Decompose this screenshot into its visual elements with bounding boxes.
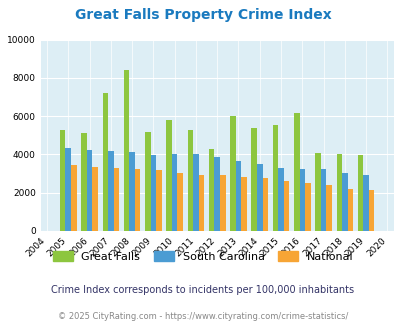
Bar	[272, 125, 277, 231]
Bar	[145, 132, 150, 231]
Bar	[171, 154, 177, 231]
Bar	[134, 169, 140, 231]
Bar	[60, 130, 65, 231]
Bar	[315, 153, 320, 231]
Bar	[193, 154, 198, 231]
Bar	[304, 183, 310, 231]
Bar	[177, 173, 183, 231]
Bar	[220, 176, 225, 231]
Bar	[283, 181, 289, 231]
Bar	[87, 150, 92, 231]
Text: © 2025 CityRating.com - https://www.cityrating.com/crime-statistics/: © 2025 CityRating.com - https://www.city…	[58, 312, 347, 321]
Text: Crime Index corresponds to incidents per 100,000 inhabitants: Crime Index corresponds to incidents per…	[51, 285, 354, 295]
Bar	[102, 93, 108, 231]
Bar	[71, 165, 77, 231]
Bar	[113, 168, 119, 231]
Bar	[108, 150, 113, 231]
Bar	[362, 175, 368, 231]
Bar	[368, 190, 373, 231]
Bar	[92, 167, 98, 231]
Bar	[336, 154, 341, 231]
Bar	[214, 157, 220, 231]
Bar	[156, 170, 161, 231]
Bar	[235, 161, 241, 231]
Bar	[357, 155, 362, 231]
Bar	[241, 178, 246, 231]
Bar	[320, 169, 326, 231]
Bar	[326, 185, 331, 231]
Bar	[299, 169, 304, 231]
Bar	[81, 133, 87, 231]
Legend: Great Falls, South Carolina, National: Great Falls, South Carolina, National	[53, 251, 352, 262]
Bar	[198, 175, 204, 231]
Bar	[277, 168, 283, 231]
Bar	[124, 70, 129, 231]
Bar	[209, 149, 214, 231]
Bar	[347, 189, 352, 231]
Bar	[256, 164, 262, 231]
Bar	[150, 155, 156, 231]
Text: Great Falls Property Crime Index: Great Falls Property Crime Index	[75, 8, 330, 22]
Bar	[293, 113, 299, 231]
Bar	[262, 178, 267, 231]
Bar	[166, 120, 171, 231]
Bar	[129, 151, 134, 231]
Bar	[65, 148, 71, 231]
Bar	[187, 130, 193, 231]
Bar	[251, 128, 256, 231]
Bar	[230, 116, 235, 231]
Bar	[341, 173, 347, 231]
